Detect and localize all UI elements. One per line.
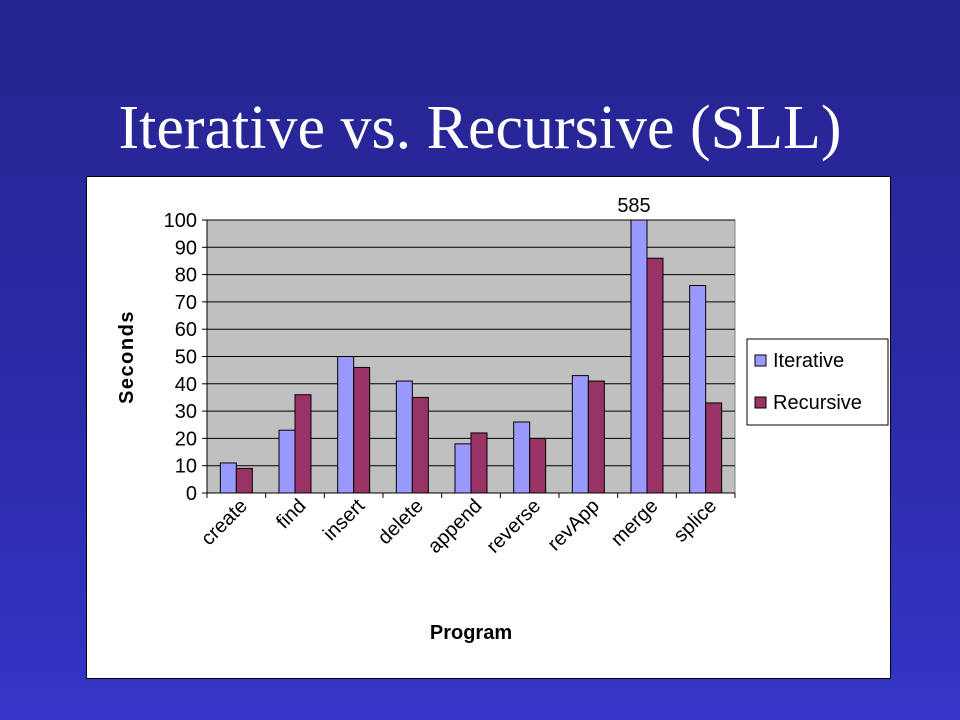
bar-recursive-reverse: [529, 437, 547, 494]
bar-recursive-create: [235, 467, 253, 494]
bar-recursive-delete: [411, 396, 429, 494]
y-tick-label: 20: [175, 428, 197, 450]
bar-recursive-merge: [646, 257, 664, 494]
y-tick-label: 100: [164, 210, 197, 232]
legend-box: [746, 338, 889, 426]
y-tick-label: 40: [175, 374, 197, 396]
legend-label-iterative: Iterative: [773, 350, 844, 372]
bar-iterative-append: [454, 443, 472, 494]
x-tick-label: reverse: [482, 495, 545, 558]
bar-iterative-find: [278, 429, 296, 494]
x-tick-label: find: [272, 495, 310, 533]
bar-iterative-delete: [395, 380, 413, 494]
x-axis-ticks: create find insert deleteappendreverserevAp…: [197, 493, 736, 558]
bar-recursive-find: [294, 394, 312, 494]
y-tick-label: 0: [186, 483, 197, 505]
data-label-annotation: 585: [617, 195, 650, 217]
x-tick-label: revApp: [543, 495, 603, 555]
y-tick-label: 50: [175, 347, 197, 369]
y-tick-label: 90: [175, 237, 197, 259]
x-tick-label: splice: [669, 495, 721, 547]
bars: [219, 219, 723, 494]
y-tick-label: 30: [175, 401, 197, 423]
legend-swatch-iterative: [754, 354, 767, 367]
bar-recursive-revapp: [587, 380, 605, 494]
annotations: 585: [617, 195, 650, 217]
y-axis-ticks: 0 10 20 30 40 50 60 70 80 90 100: [164, 210, 207, 505]
x-tick-label: insert: [319, 495, 369, 545]
bar-iterative-merge: [630, 219, 648, 494]
slide-title: Iterative vs. Recursive (SLL): [118, 94, 842, 162]
y-axis-label: Seconds: [116, 310, 138, 404]
x-tick-label: delete: [374, 495, 428, 549]
bar-recursive-splice: [705, 402, 723, 494]
y-tick-label: 70: [175, 292, 197, 314]
x-tick-label: create: [197, 495, 252, 550]
legend: Iterative Recursive: [746, 338, 889, 426]
legend-swatch-recursive: [754, 396, 767, 409]
bar-recursive-insert: [353, 366, 371, 494]
chart-panel: 0 10 20 30 40 50 60 70 80 90 100 create find insert d…: [86, 176, 891, 679]
x-tick-label: merge: [607, 495, 663, 551]
bar-iterative-create: [219, 462, 237, 494]
bar-iterative-revapp: [571, 375, 589, 494]
bar-iterative-insert: [337, 356, 355, 494]
y-tick-label: 10: [175, 456, 197, 478]
x-axis-label: Program: [430, 622, 512, 644]
legend-label-recursive: Recursive: [773, 392, 862, 414]
bar-chart: 0 10 20 30 40 50 60 70 80 90 100 create find insert d…: [116, 195, 889, 644]
x-tick-label: append: [424, 495, 487, 558]
y-tick-label: 80: [175, 265, 197, 287]
bar-recursive-append: [470, 432, 488, 494]
y-tick-label: 60: [175, 319, 197, 341]
bar-iterative-splice: [689, 285, 707, 494]
bar-iterative-reverse: [513, 421, 531, 494]
